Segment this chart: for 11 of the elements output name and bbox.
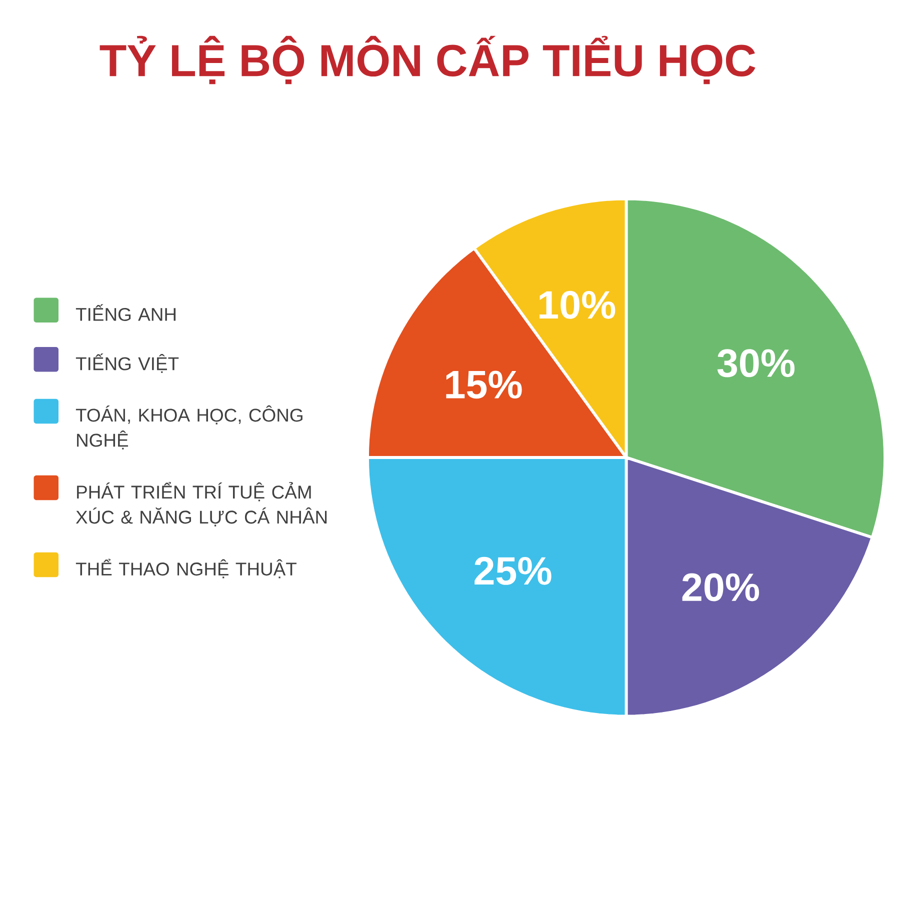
- data-label: 20%: [682, 573, 760, 602]
- data-label: 30%: [717, 349, 795, 378]
- data-label: 15%: [446, 370, 522, 399]
- legend-label: TIẾNG ANH: [76, 304, 176, 321]
- legend-label: TIẾNG VIỆT: [76, 354, 179, 373]
- legend-label: TOÁN, KHOA HỌC, CÔNG NGHỆ: [76, 405, 302, 450]
- legend-label: PHÁT TRIỂN TRÍ TUỆ CẢM XÚC & NĂNG LỰC CÁ NHÂN: [76, 482, 327, 526]
- chart-title: TỶ LỆ BỘ MÔN CẤP TIỂU HỌC: [100, 36, 756, 84]
- legend-label: THỂ THAO NGHỆ THUẬT: [76, 558, 296, 578]
- data-label: 25%: [474, 556, 552, 585]
- data-label: 10%: [540, 290, 616, 319]
